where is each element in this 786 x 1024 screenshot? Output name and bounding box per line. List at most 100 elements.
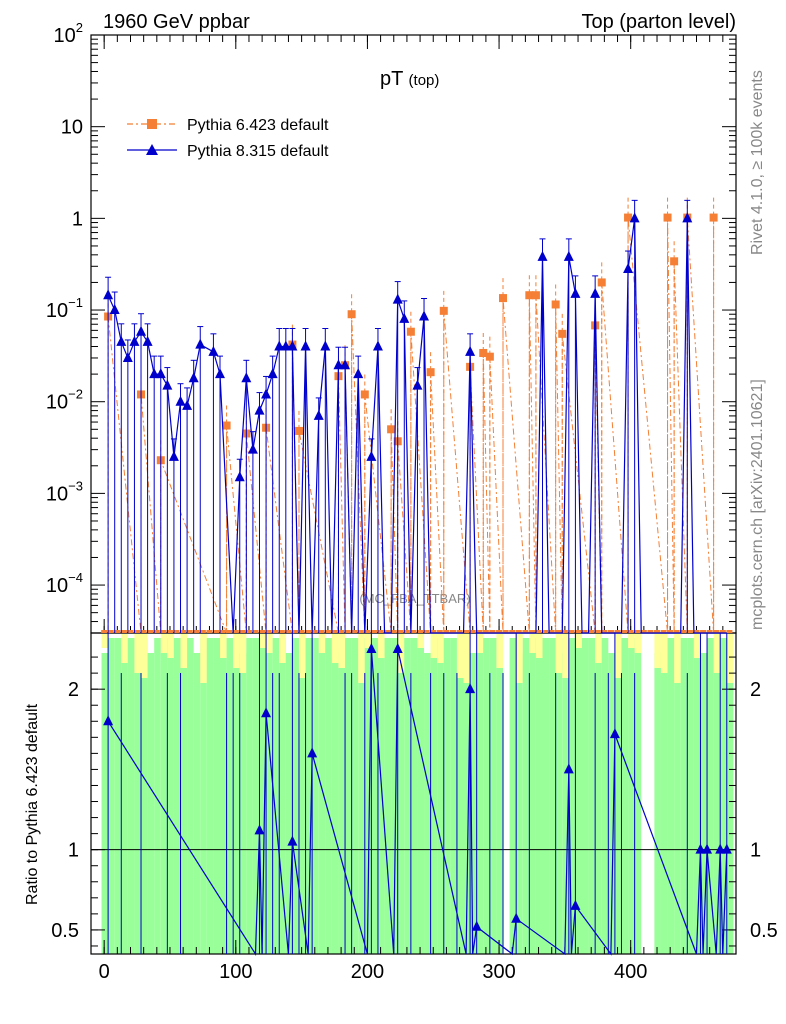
- ratio-marker: [702, 843, 713, 854]
- pythia6-marker-floor: [436, 630, 443, 633]
- pythia8-marker: [241, 372, 252, 383]
- ratio-band-green: [220, 638, 227, 954]
- ratio-band-green: [318, 638, 326, 954]
- pythia6-marker-floor: [140, 630, 147, 633]
- pythia6-marker: [670, 257, 679, 266]
- ratio-band-yellow: [628, 634, 635, 648]
- ratio-marker: [307, 747, 318, 758]
- pythia6-marker-floor: [107, 630, 114, 633]
- plot-title-sub: (top): [409, 72, 440, 89]
- pythia6-marker: [294, 426, 303, 435]
- pythia6-marker: [406, 327, 415, 336]
- ratio-band-yellow: [167, 634, 174, 658]
- ratio-ytick-label: 2: [68, 679, 79, 701]
- ratio-band-green: [266, 638, 273, 954]
- pythia6-marker-floor: [166, 630, 173, 633]
- pythia6-marker-floor: [713, 630, 720, 633]
- ratio-band-green: [193, 653, 201, 954]
- ratio-band-green: [187, 638, 194, 954]
- ratio-band-green: [700, 653, 708, 954]
- pythia6-marker-floor: [384, 630, 391, 633]
- pythia6-marker-floor: [318, 630, 325, 633]
- ratio-band-green: [180, 638, 188, 954]
- ratio-ytick-label: 1: [68, 840, 79, 862]
- ratio-band-green: [529, 638, 536, 954]
- pythia6-marker-floor: [430, 630, 437, 633]
- pythia8-marker: [103, 289, 114, 300]
- pythia6-marker-floor: [173, 630, 180, 633]
- ratio-band-green: [206, 638, 214, 954]
- pythia6-marker-floor: [245, 630, 252, 633]
- pythia6-marker: [663, 213, 672, 222]
- pythia6-marker-floor: [509, 630, 516, 633]
- pythia6-marker-floor: [423, 630, 430, 633]
- pythia8-marker: [333, 359, 344, 370]
- pythia6-marker-floor: [199, 630, 206, 633]
- pythia6-marker-floor: [489, 630, 496, 633]
- pythia8-marker: [129, 335, 140, 346]
- side-rivet: Rivet 4.1.0, ≥ 100k events: [749, 70, 766, 255]
- ratio-band-yellow: [575, 634, 582, 648]
- ratio-band-green: [621, 638, 629, 954]
- pythia8-marker: [175, 395, 186, 406]
- ratio-band-yellow: [338, 634, 346, 668]
- pythia6-marker-floor: [634, 630, 641, 633]
- ratio-band-green: [246, 638, 253, 954]
- ratio-band-yellow: [417, 634, 425, 648]
- ratio-marker: [511, 912, 522, 923]
- xtick-label: 400: [614, 961, 647, 983]
- ratio-band-green: [628, 638, 635, 954]
- ratio-band-yellow: [516, 634, 523, 683]
- ratio-band-green: [252, 638, 260, 954]
- pythia6-marker-floor: [272, 630, 279, 633]
- pythia6-marker-floor: [660, 630, 667, 633]
- pythia8-marker: [537, 250, 548, 261]
- ratio-band-green: [674, 638, 681, 954]
- main-ytick-label: 10−3: [46, 478, 83, 505]
- pythia6-marker-floor: [726, 630, 733, 633]
- ratio-band-yellow: [693, 634, 701, 658]
- pythia6-marker-floor: [654, 630, 661, 633]
- ratio-marker: [715, 843, 726, 854]
- ratio-band-green: [312, 638, 319, 954]
- ratio-band-green: [456, 638, 464, 954]
- ratio-marker: [563, 763, 574, 774]
- plot-title-main: pT: [380, 68, 403, 90]
- pythia6-marker-floor: [575, 630, 582, 633]
- ratio-band-yellow: [298, 634, 306, 678]
- ratio-band-green: [147, 653, 155, 954]
- pythia8-marker: [399, 312, 410, 323]
- ratio-band-green: [279, 638, 286, 954]
- pythia8-marker: [247, 443, 258, 454]
- watermark: (MC_FBA_TTBAR): [359, 591, 470, 606]
- pythia8-marker: [590, 287, 601, 298]
- ratio-band-green: [239, 653, 247, 954]
- ratio-band-yellow: [726, 634, 734, 683]
- ratio-band-green: [226, 638, 234, 954]
- pythia8-marker: [195, 338, 206, 349]
- pythia8-marker: [372, 340, 383, 351]
- pythia6-marker-floor: [364, 630, 371, 633]
- ratio-band-yellow: [377, 634, 385, 658]
- ratio-band-green: [575, 638, 582, 954]
- pythia6-marker-floor: [285, 630, 292, 633]
- pythia6-marker-floor: [278, 630, 285, 633]
- pythia8-marker: [136, 325, 147, 336]
- pythia8-marker: [162, 379, 173, 390]
- ratio-band-yellow: [674, 634, 681, 683]
- pythia6-marker-floor: [357, 630, 364, 633]
- pythia6-marker-floor: [515, 630, 522, 633]
- pythia8-marker: [340, 359, 351, 370]
- ratio-band-green: [713, 638, 721, 954]
- pythia6-marker-floor: [344, 630, 351, 633]
- side-mcplots: mcplots.cern.ch [arXiv:2401.10621]: [749, 379, 766, 630]
- ratio-band-yellow: [476, 634, 484, 653]
- ratio-band-green: [562, 653, 569, 954]
- ratio-band-green: [516, 653, 523, 954]
- pythia6-marker-floor: [338, 630, 345, 633]
- ratio-band-yellow: [529, 634, 536, 653]
- pythia8-marker: [287, 340, 298, 351]
- ratio-marker: [721, 843, 732, 854]
- ratio-band-yellow: [279, 634, 286, 663]
- ratio-band-yellow: [101, 634, 109, 648]
